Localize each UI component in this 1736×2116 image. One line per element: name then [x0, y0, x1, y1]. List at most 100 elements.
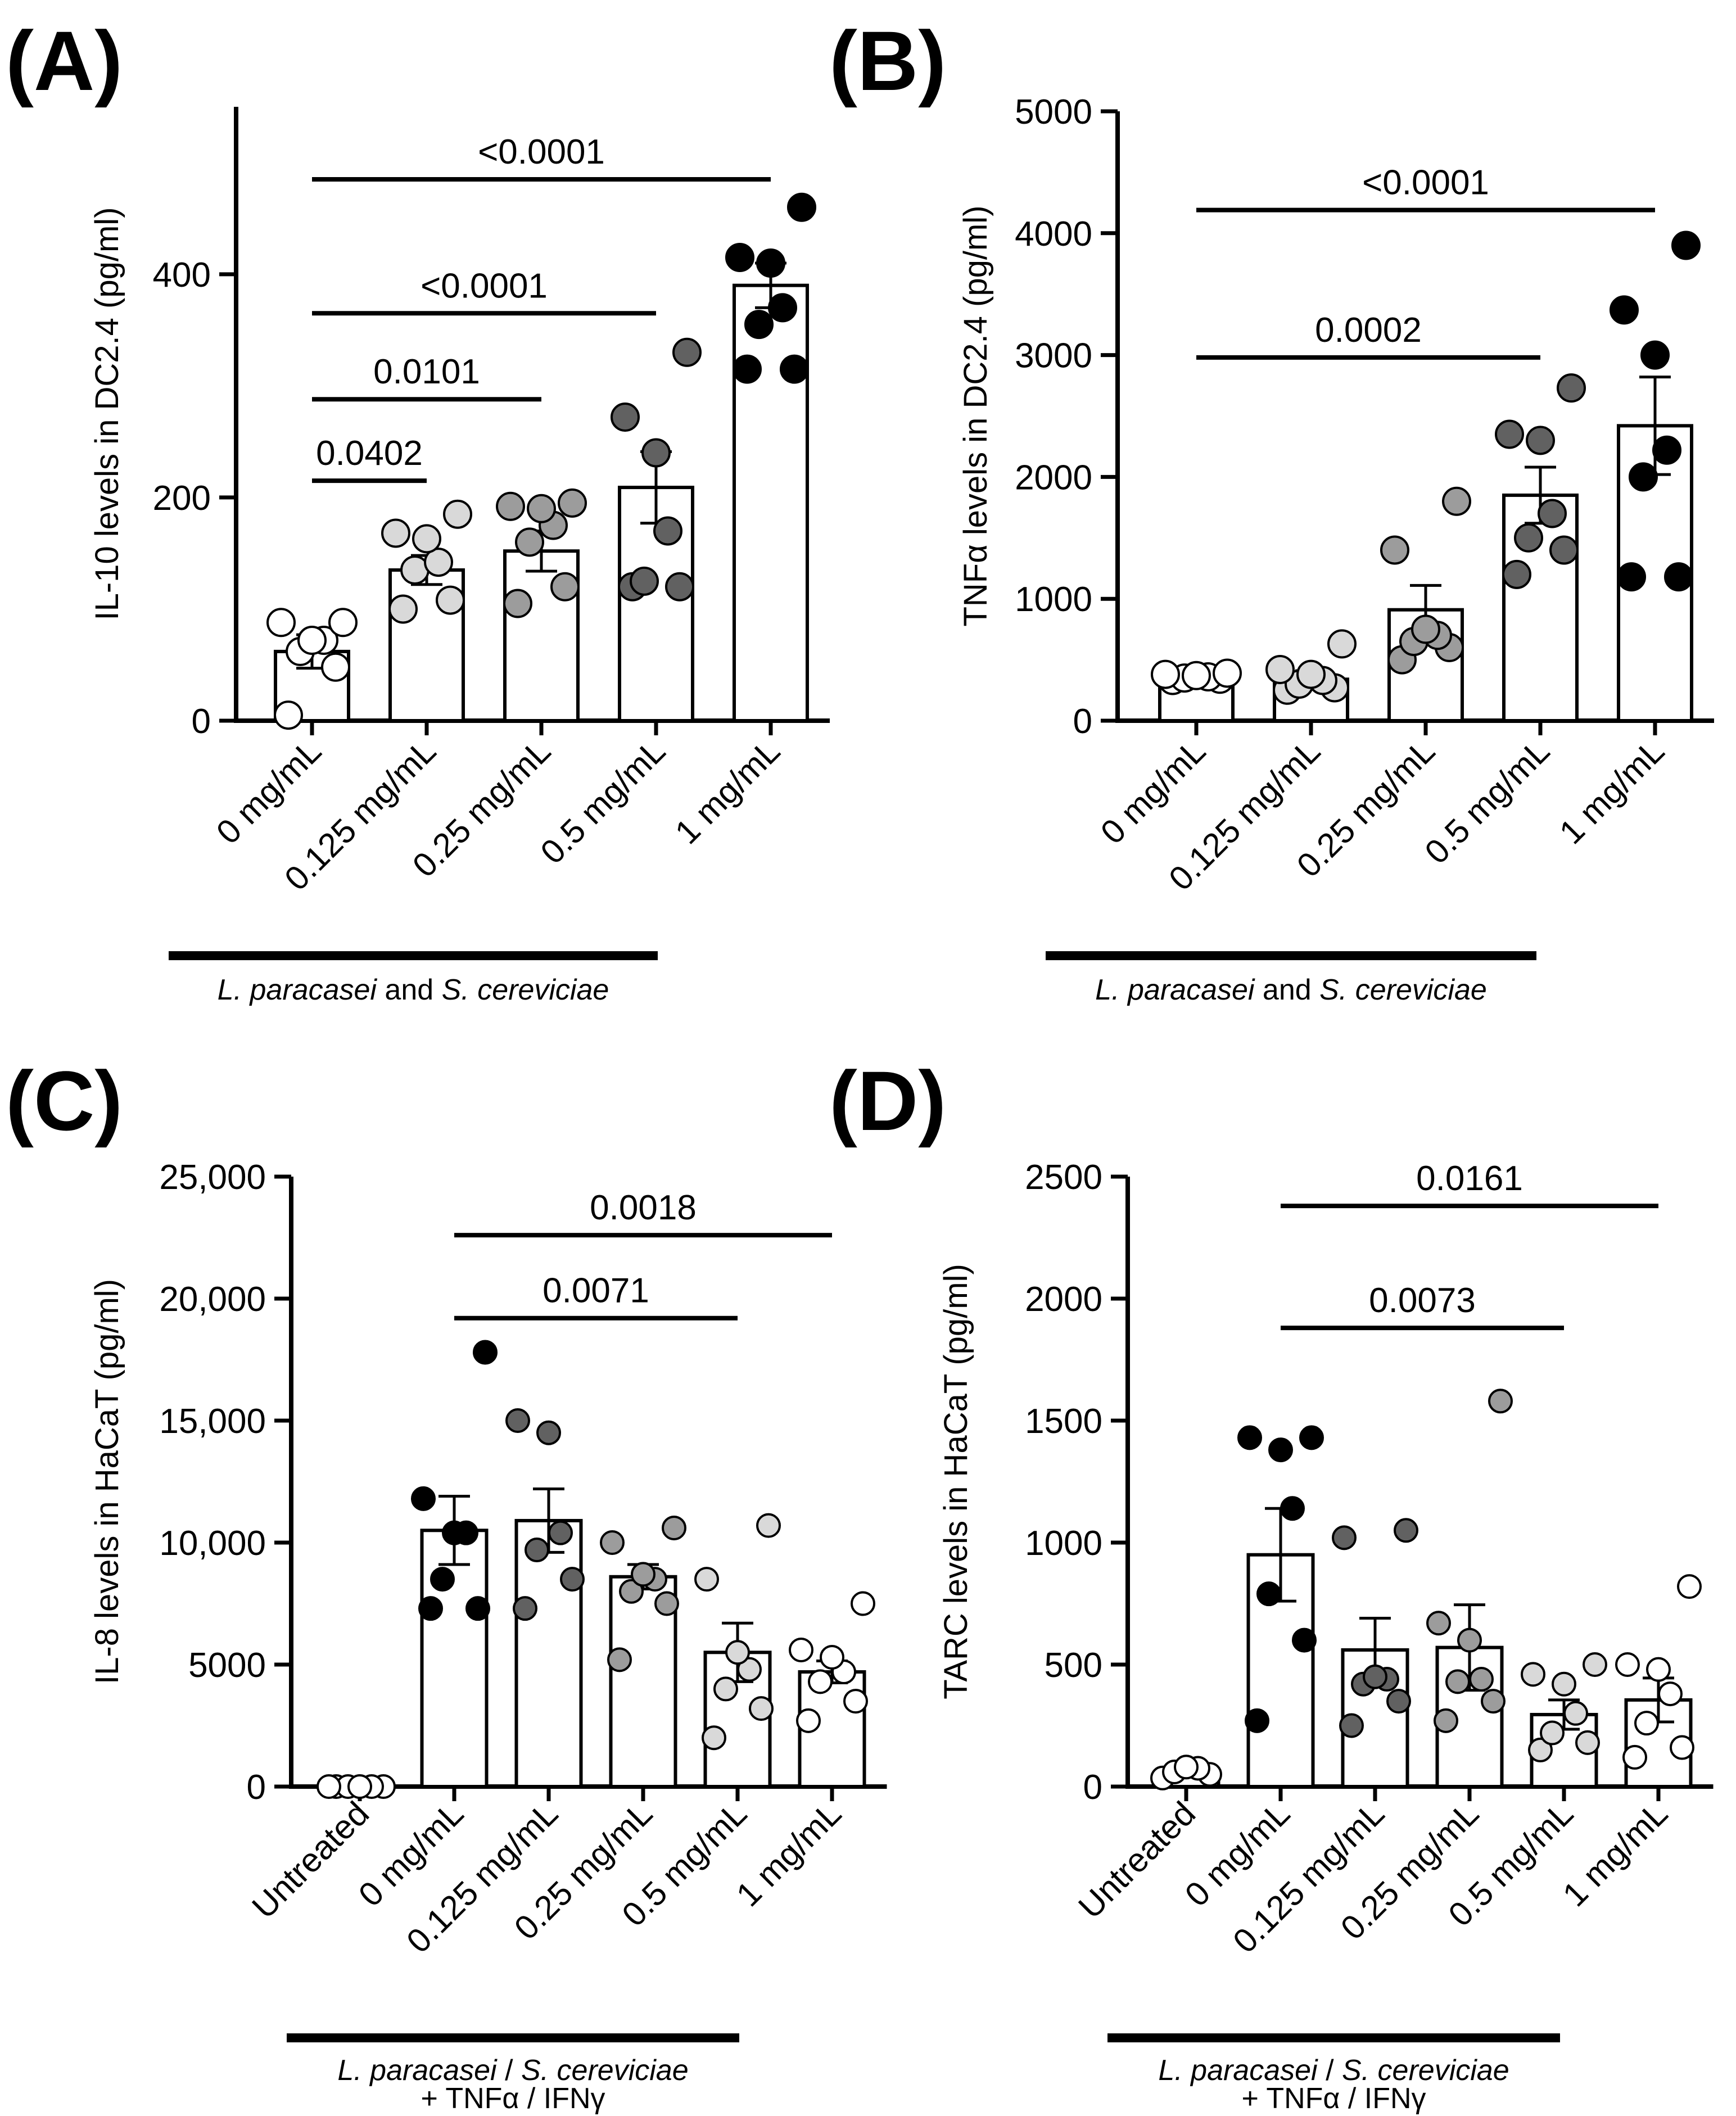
panel-c-data-point: [442, 1520, 467, 1545]
panel-b-data-point: [1213, 658, 1242, 688]
panel-a-data-point: [515, 527, 544, 557]
panel-d-data-point: [1677, 1574, 1702, 1599]
panel-b-data-point: [1514, 523, 1543, 553]
panel-d-data-point: [1583, 1652, 1607, 1677]
panel-a-y-axis-label: IL-10 levels in DC2.4 (pg/ml): [89, 207, 125, 621]
panel-d-p-value: 0.0073: [1369, 1281, 1476, 1320]
panel-c-data-point: [808, 1669, 833, 1694]
panel-b-group-label-part: and: [1254, 974, 1319, 1006]
panel-c-y-tick-label: 5000: [188, 1646, 266, 1685]
panel-b-data-point: [1617, 562, 1646, 592]
panel-a-data-point: [503, 589, 532, 618]
panel-b-group-label-part: L. paracasei: [1095, 974, 1255, 1006]
panel-a-data-point: [653, 516, 682, 546]
panel-b-data-point: [1526, 426, 1555, 455]
panel-a-data-point: [412, 524, 441, 554]
panel-d-data-point: [1363, 1664, 1387, 1689]
panel-c-data-point: [843, 1689, 868, 1714]
panel-d-group-label-part: S. cereviciae: [1342, 2054, 1509, 2087]
panel-c-p-value: 0.0071: [542, 1272, 649, 1310]
panel-a-p-value: 0.0101: [373, 352, 480, 391]
panel-a-group-label-part: and: [377, 974, 442, 1006]
panel-a-bar: [733, 283, 809, 722]
panel-b-data-point: [1442, 486, 1471, 516]
panel-a-data-point: [266, 608, 296, 637]
panel-a-data-point: [496, 491, 525, 521]
panel-b-data-point: [1671, 230, 1701, 260]
panel-d-group-label-part: /: [1318, 2054, 1342, 2087]
panel-d-y-tick-label: 1000: [1025, 1524, 1102, 1563]
panel-d-data-point: [1622, 1744, 1647, 1770]
panel-c-y-tick-label: 15,000: [159, 1402, 266, 1441]
panel-b-y-tick-label: 2000: [1015, 458, 1092, 497]
panel-c-y-tick-label: 25,000: [159, 1158, 266, 1197]
panel-a-data-point: [780, 354, 809, 384]
panel-d-data-point: [1299, 1425, 1324, 1450]
panel-d-data-point: [1615, 1652, 1640, 1677]
panel-a-data-point: [725, 243, 754, 273]
panel-c-data-point: [548, 1520, 573, 1545]
panel-a-data-point: [388, 594, 418, 624]
panel-c-data-point: [820, 1644, 844, 1670]
panel-d-data-point: [1237, 1425, 1262, 1450]
panel-c-data-point: [607, 1647, 632, 1672]
panel-a-data-point: [381, 518, 410, 548]
panel-c-y-axis-label: IL-8 levels in HaCaT (pg/ml): [89, 1279, 125, 1684]
panel-b-data-point: [1549, 535, 1579, 565]
panel-a-data-point: [328, 608, 358, 637]
panel-d-data-point: [1469, 1667, 1494, 1692]
panel-d-data-point: [1292, 1627, 1317, 1653]
panel-c-data-point: [694, 1567, 719, 1592]
panel-a-data-point: [768, 293, 797, 323]
panel-c-data-point: [789, 1637, 813, 1662]
panel-c-p-value: 0.0018: [590, 1188, 697, 1227]
panel-c-data-point: [317, 1774, 341, 1799]
panel-d-data-point: [1481, 1689, 1506, 1714]
panel-b-data-point: [1664, 562, 1693, 592]
panel-d-data-point: [1245, 1708, 1269, 1733]
panel-d-data-point: [1528, 1737, 1553, 1762]
panel-b-data-point: [1538, 499, 1567, 528]
panel-c-data-point: [796, 1708, 821, 1733]
panel-d-y-tick-label: 1500: [1025, 1402, 1102, 1441]
panel-c-title: (C): [6, 1054, 123, 1148]
panel-a-title: (A): [6, 13, 123, 108]
panel-a-data-point: [436, 585, 465, 615]
panel-c-y-tick-label: 10,000: [159, 1524, 266, 1563]
panel-a-data-point: [611, 402, 640, 432]
panel-b-data-point: [1640, 340, 1670, 370]
panel-b-data-point: [1629, 462, 1658, 492]
panel-c-group-label-part: L. paracasei: [337, 2054, 498, 2087]
panel-d-data-point: [1634, 1711, 1659, 1736]
panel-d-data-point: [1280, 1496, 1305, 1521]
panel-a-y-tick-label: 400: [153, 256, 211, 295]
panel-c-data-point: [662, 1515, 686, 1540]
panel-d-data-point: [1552, 1671, 1576, 1697]
panel-b-data-point: [1557, 373, 1586, 403]
panel-d-data-point: [1658, 1681, 1683, 1707]
panel-d-y-tick-label: 2500: [1025, 1158, 1102, 1197]
panel-c-data-point: [631, 1562, 655, 1587]
panel-b-data-point: [1495, 419, 1524, 449]
panel-c-data-point: [505, 1408, 530, 1433]
panel-b-data-point: [1652, 435, 1681, 465]
panel-b-p-value: <0.0001: [1362, 164, 1489, 202]
panel-a-data-point: [641, 438, 671, 468]
panel-c-bar: [420, 1529, 489, 1789]
panel-a-group-label-part: L. paracasei: [218, 974, 378, 1006]
panel-d-data-point: [1575, 1730, 1600, 1755]
panel-d-data-point: [1670, 1735, 1694, 1760]
panel-d-data-point: [1268, 1437, 1293, 1463]
panel-b-data-point: [1296, 659, 1326, 689]
panel-b-data-point: [1380, 535, 1409, 565]
panel-d-y-tick-label: 2000: [1025, 1280, 1102, 1319]
panel-c-y-tick-label: 20,000: [159, 1280, 266, 1319]
panel-b-data-point: [1327, 629, 1357, 659]
panel-b-y-axis-label: TNFα levels in DC2.4 (pg/ml): [957, 205, 994, 626]
panel-b-data-point: [1182, 661, 1211, 690]
panel-d-data-point: [1540, 1720, 1565, 1746]
panel-c-data-point: [749, 1696, 774, 1721]
panel-b-group-label: L. paracasei and S. cereviciae: [1095, 974, 1487, 1006]
panel-c-data-point: [756, 1513, 781, 1538]
